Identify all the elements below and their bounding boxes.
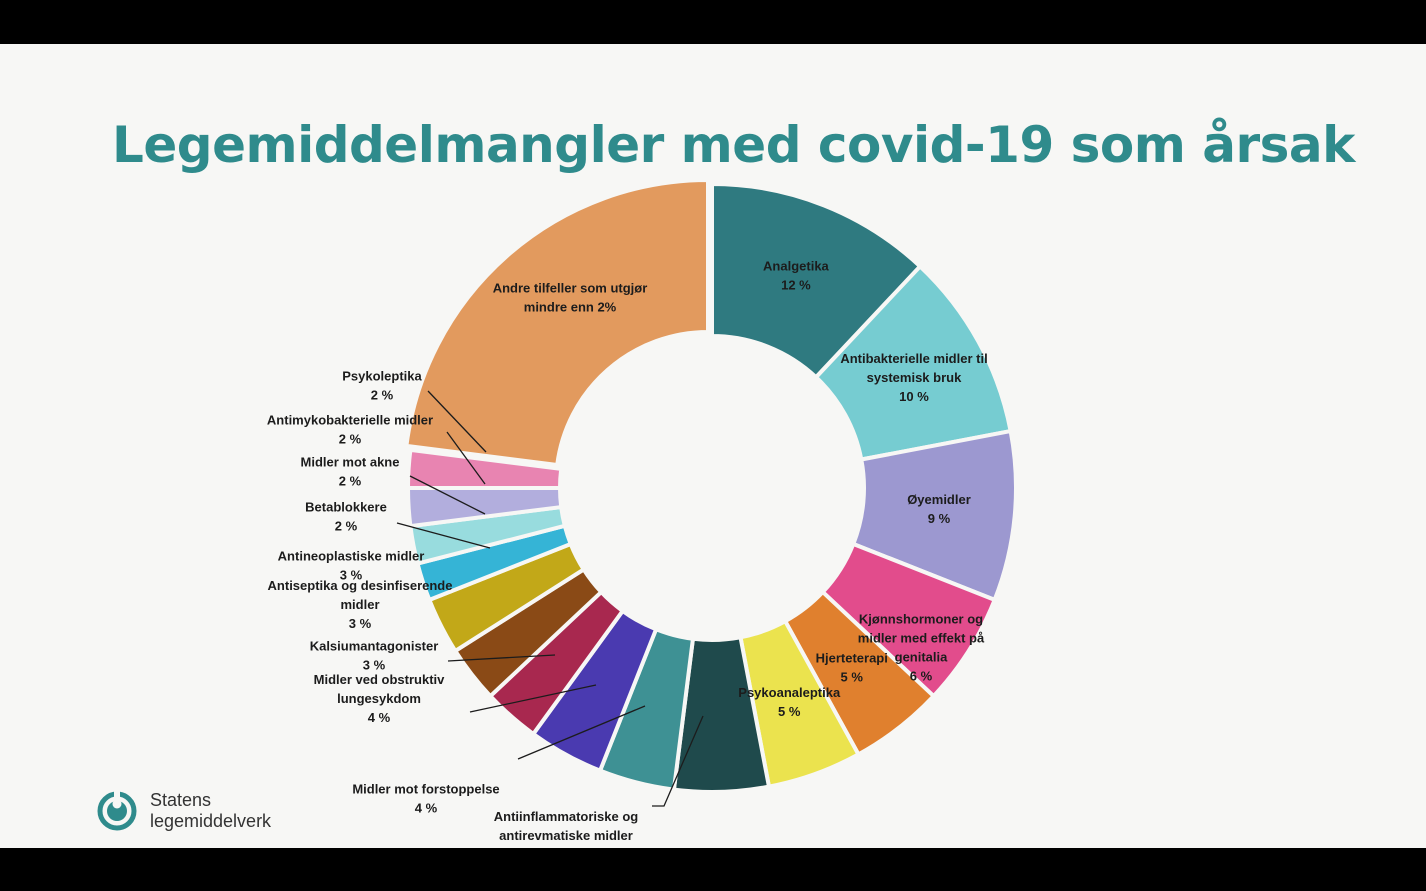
slv-logo-text: Statens legemiddelverk — [150, 790, 271, 832]
logo-line-1: Statens — [150, 790, 212, 810]
label-hjerteterapi: Hjerteterapi 5 % — [816, 651, 888, 685]
label-betablokkere: Betablokkere 2 % — [305, 500, 387, 534]
leader-line-midler-mot-akne — [409, 475, 486, 515]
slice-psykoleptika — [405, 447, 564, 490]
label-antibakterielle-midler-til-systemisk-bruk: Antibakterielle midler til systemisk bruk… — [840, 351, 987, 404]
slice-andre-tilfeller-som-utgjor-mindre-enn-2 — [404, 177, 710, 468]
leader-line-antiinflammatoriske-og-antirevmatiske-midler — [652, 715, 704, 807]
label-antiinflammatoriske-og-antirevmatiske-midler: Antiinflammatoriske og antirevmatiske mid… — [494, 809, 639, 848]
leader-line-midler-ved-obstruktiv-lungesykdom — [469, 684, 597, 713]
label-oyemidler: Øyemidler 9 % — [907, 492, 971, 526]
label-midler-mot-akne: Midler mot akne 2 % — [301, 455, 400, 489]
label-analgetika: Analgetika 12 % — [763, 259, 830, 293]
leader-line-midler-mot-forstoppelse — [517, 705, 646, 760]
label-psykoleptika: Psykoleptika 2 % — [342, 369, 422, 403]
logo-line-2: legemiddelverk — [150, 811, 272, 831]
slide-title: Legemiddelmangler med covid-19 som årsak — [112, 116, 1355, 174]
label-antiseptika-og-desinfiserende-midler: Antiseptika og desinfiserende midler 3 % — [268, 578, 453, 631]
label-andre-tilfeller-som-utgjor-mindre-enn-2: Andre tilfeller som utgjør mindre enn 2% — [493, 281, 648, 315]
leader-line-antimykobakterielle-midler — [446, 431, 486, 485]
label-antimykobakterielle-midler: Antimykobakterielle midler 2 % — [267, 413, 433, 447]
label-psykoanaleptika: Psykoanaleptika 5 % — [738, 685, 841, 719]
slv-logo-icon — [97, 791, 137, 831]
slide: Legemiddelmangler med covid-19 som årsak… — [0, 44, 1426, 848]
label-antineoplastiske-midler: Antineoplastiske midler 3 % — [278, 549, 425, 583]
label-midler-mot-forstoppelse: Midler mot forstoppelse 4 % — [352, 782, 499, 816]
leader-line-kalsiumantagonister — [447, 654, 556, 662]
label-kjonnshormoner-og-midler-med-effekt-pa-genitalia: Kjønnshormoner og midler med effekt på gen… — [858, 612, 985, 684]
donut-chart: Analgetika 12 % Antibakterielle midler til… — [267, 177, 1019, 848]
label-kalsiumantagonister: Kalsiumantagonister 3 % — [310, 639, 439, 673]
leader-line-betablokkere — [396, 522, 491, 549]
label-midler-ved-obstruktiv-lungesykdom: Midler ved obstruktiv lungesykdom 4 % — [314, 672, 446, 725]
leader-line-psykoleptika — [427, 390, 487, 453]
